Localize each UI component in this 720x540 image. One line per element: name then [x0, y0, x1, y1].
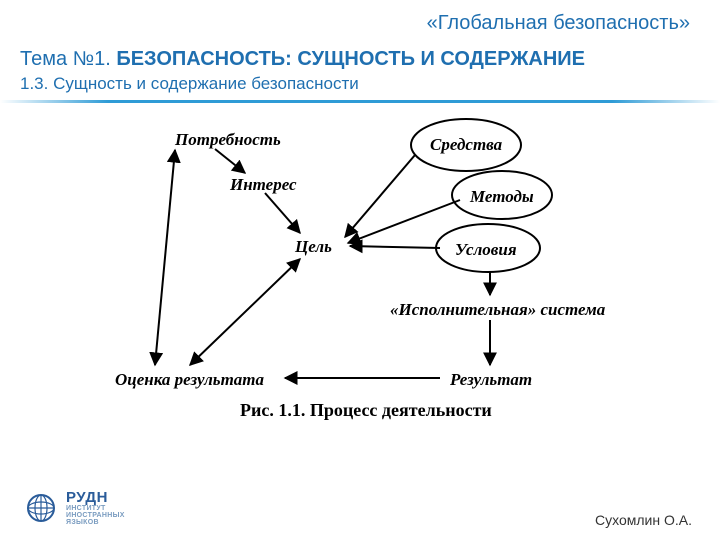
topic-line: Тема №1. БЕЗОПАСНОСТЬ: СУЩНОСТЬ И СОДЕРЖ… [20, 48, 700, 71]
footer-author: Сухомлин О.А. [595, 512, 692, 528]
node-goal: Цель [295, 237, 332, 257]
node-result: Результат [450, 370, 532, 390]
node-need: Потребность [175, 130, 281, 150]
node-exec: «Исполнительная» система [390, 300, 605, 320]
globe-icon [24, 491, 58, 525]
logo-sub1: ИНСТИТУТ [66, 505, 125, 512]
node-interest: Интерес [230, 175, 297, 195]
footer-logo: РУДН ИНСТИТУТ ИНОСТРАННЫХ ЯЗЫКОВ [24, 490, 125, 526]
diagram-caption: Рис. 1.1. Процесс деятельности [240, 400, 492, 421]
header-quote: «Глобальная безопасность» [427, 12, 690, 35]
topic-title: БЕЗОПАСНОСТЬ: СУЩНОСТЬ И СОДЕРЖАНИЕ [116, 48, 585, 70]
node-conditions: Условия [455, 240, 517, 260]
topic-subtitle: 1.3. Сущность и содержание безопасности [20, 74, 359, 94]
logo-text: РУДН ИНСТИТУТ ИНОСТРАННЫХ ЯЗЫКОВ [66, 490, 125, 526]
divider [0, 100, 720, 103]
node-means: Средства [430, 135, 502, 155]
logo-sub2: ИНОСТРАННЫХ [66, 512, 125, 519]
node-methods: Методы [470, 187, 534, 207]
diagram: Потребность Интерес Цель Средства Методы… [60, 115, 660, 455]
node-evaluation: Оценка результата [115, 370, 264, 390]
topic-prefix: Тема №1. [20, 48, 116, 70]
logo-main: РУДН [66, 490, 125, 505]
logo-sub3: ЯЗЫКОВ [66, 519, 125, 526]
